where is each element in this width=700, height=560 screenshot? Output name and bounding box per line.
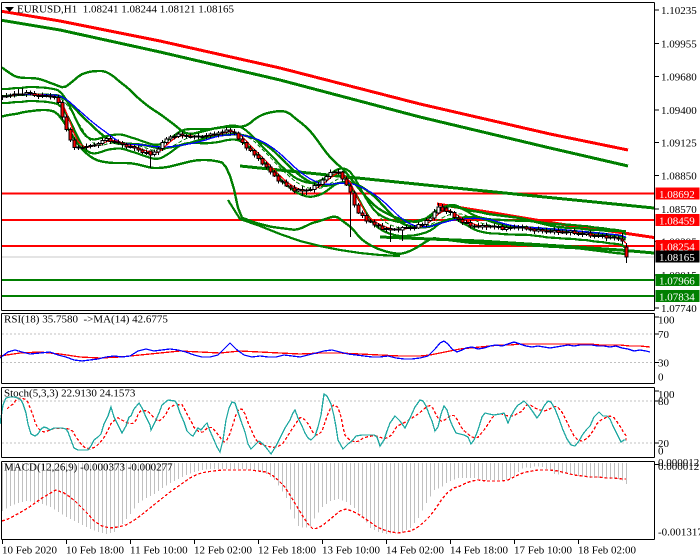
svg-text:10 Feb 18:00: 10 Feb 18:00: [66, 545, 125, 557]
svg-text:1.08459: 1.08459: [659, 216, 695, 228]
svg-text:17 Feb 10:00: 17 Feb 10:00: [514, 545, 573, 557]
svg-text:0.000012: 0.000012: [658, 461, 699, 473]
svg-text:30: 30: [658, 358, 670, 370]
svg-text:-0.001317: -0.001317: [658, 527, 700, 539]
svg-text:MACD(12,26,9) -0.000373 -0.000: MACD(12,26,9) -0.000373 -0.000277: [4, 462, 173, 474]
svg-text:1.09400: 1.09400: [661, 105, 697, 117]
svg-text:1.07740: 1.07740: [661, 303, 697, 315]
svg-text:Stoch(5,3,3) 22.9130 24.1573: Stoch(5,3,3) 22.9130 24.1573: [4, 388, 136, 400]
svg-text:70: 70: [658, 329, 670, 341]
svg-text:0: 0: [658, 372, 664, 384]
svg-text:0.000012: 0.000012: [658, 457, 699, 469]
svg-text:100: 100: [658, 389, 675, 401]
svg-text:1.10235: 1.10235: [661, 5, 697, 17]
svg-text:1.08165: 1.08165: [659, 252, 695, 264]
svg-text:11 Feb 10:00: 11 Feb 10:00: [130, 545, 188, 557]
svg-text:1.07834: 1.07834: [659, 292, 695, 304]
svg-text:1.08570: 1.08570: [661, 204, 697, 216]
svg-text:20: 20: [658, 438, 670, 450]
svg-text:1.08850: 1.08850: [661, 170, 697, 182]
svg-text:14 Feb 18:00: 14 Feb 18:00: [450, 545, 509, 557]
svg-text:10 Feb 2020: 10 Feb 2020: [2, 545, 58, 557]
svg-text:18 Feb 02:00: 18 Feb 02:00: [578, 545, 637, 557]
svg-text:100: 100: [658, 315, 675, 327]
svg-text:RSI(18) 35.7580 ->MA(14) 42.6: RSI(18) 35.7580 ->MA(14) 42.6775: [4, 314, 168, 326]
svg-text:1.09955: 1.09955: [661, 39, 697, 51]
svg-text:EURUSD,H1 1.08241 1.08244 1.0: EURUSD,H1 1.08241 1.08244 1.08121 1.0816…: [17, 4, 234, 16]
svg-text:80: 80: [658, 396, 670, 408]
svg-text:1.07966: 1.07966: [659, 276, 695, 288]
svg-text:12 Feb 02:00: 12 Feb 02:00: [194, 545, 253, 557]
svg-text:1.09125: 1.09125: [661, 138, 697, 150]
svg-text:14 Feb 02:00: 14 Feb 02:00: [386, 545, 445, 557]
svg-text:1.08692: 1.08692: [659, 189, 695, 201]
svg-text:1.09680: 1.09680: [661, 71, 697, 83]
svg-text:13 Feb 10:00: 13 Feb 10:00: [322, 545, 381, 557]
svg-text:0: 0: [658, 446, 664, 458]
svg-text:12 Feb 18:00: 12 Feb 18:00: [258, 545, 317, 557]
